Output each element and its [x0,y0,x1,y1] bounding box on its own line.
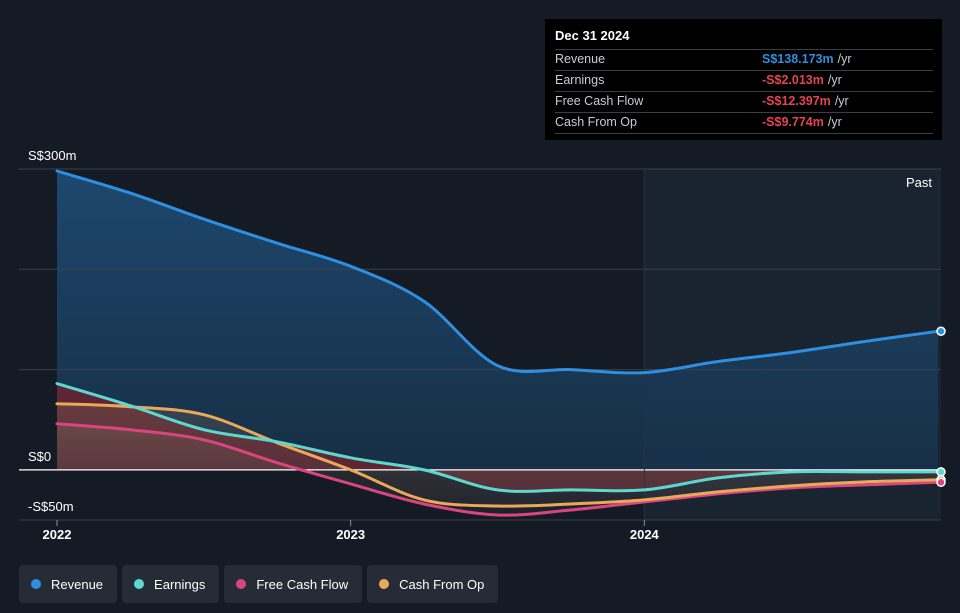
y-tick-label: -S$50m [28,499,74,514]
tooltip-row-revenue: Revenue S$138.173m /yr [555,50,933,71]
legend-label: Revenue [51,576,104,592]
y-tick-label: S$0 [28,449,51,464]
tooltip-value: -S$12.397m [762,94,831,108]
tooltip-value: -S$2.013m [762,73,824,87]
legend-label: Earnings [154,576,206,592]
past-label: Past [906,175,932,190]
x-tick-label: 2022 [43,527,72,542]
legend-dot-icon [379,579,390,589]
tooltip-date: Dec 31 2024 [555,27,933,50]
tooltip-value: -S$9.774m [762,115,824,129]
tooltip-unit: /yr [837,52,852,66]
tooltip-label: Earnings [555,73,605,87]
chart-legend: Revenue Earnings Free Cash Flow Cash Fro… [19,565,499,603]
legend-label: Cash From Op [399,576,485,592]
x-tick-label: 2024 [630,527,660,542]
series-line-cash-from-op [55,402,940,508]
chart-plot: S$300m S$0 -S$50m 2022 2023 2024 Past [19,148,946,542]
tooltip-label: Free Cash Flow [555,94,644,108]
legend-dot-icon [134,579,145,589]
series-line-revenue [55,169,940,375]
legend-item-earnings[interactable]: Earnings [122,565,220,603]
end-marker-free-cash-flow [936,477,946,488]
tooltip-row-cash-from-op: Cash From Op -S$9.774m /yr [555,113,933,134]
end-marker-earnings [936,467,946,477]
legend-dot-icon [31,579,41,589]
tooltip-row-free-cash-flow: Free Cash Flow -S$12.397m /yr [555,92,933,113]
end-marker-revenue [936,326,946,337]
revenue-area [57,171,938,470]
tooltip-value: S$138.173m [762,52,834,66]
legend-item-revenue[interactable]: Revenue [19,565,118,603]
series-line-free-cash-flow [55,422,940,517]
series-line-earnings [55,382,940,493]
tooltip-unit: /yr [827,73,842,87]
tooltip-unit: /yr [827,115,842,129]
legend-dot-icon [236,579,247,589]
tooltip-unit: /yr [834,94,849,108]
data-tooltip: Dec 31 2024 Revenue S$138.173m /yr Earni… [545,19,942,140]
legend-label: Free Cash Flow [256,576,349,592]
x-tick-label: 2023 [336,527,365,542]
legend-item-cash-from-op[interactable]: Cash From Op [367,565,499,603]
legend-item-free-cash-flow[interactable]: Free Cash Flow [224,565,363,603]
tooltip-label: Cash From Op [555,115,637,129]
tooltip-row-earnings: Earnings -S$2.013m /yr [555,71,933,92]
y-tick-label: S$300m [28,148,76,163]
tooltip-label: Revenue [555,52,606,66]
